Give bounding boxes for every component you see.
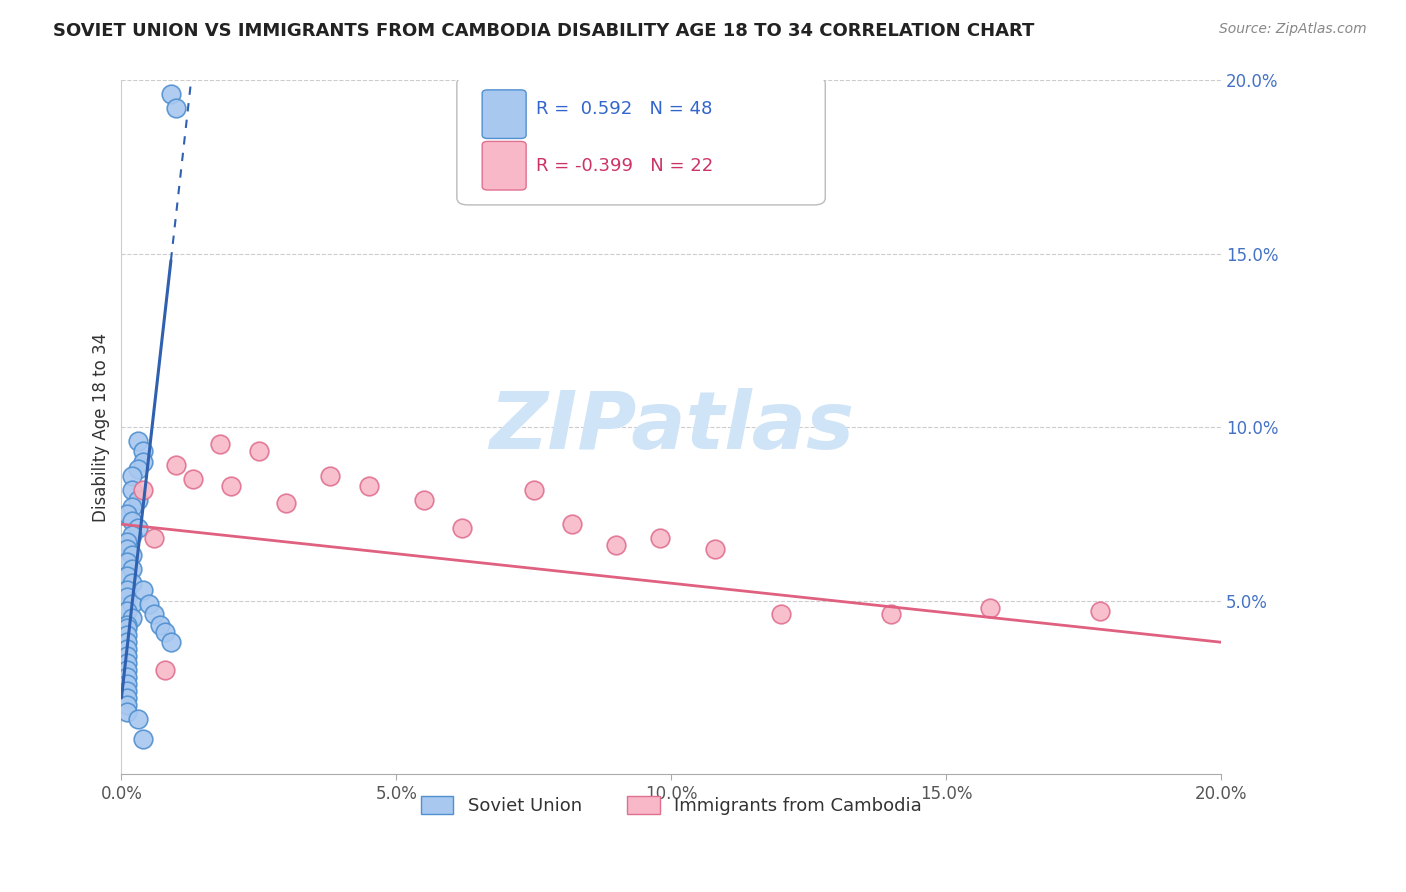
Point — [121, 611, 143, 625]
Point — [115, 677, 138, 691]
Point — [121, 514, 143, 528]
Point — [115, 583, 138, 598]
Y-axis label: Disability Age 18 to 34: Disability Age 18 to 34 — [93, 333, 110, 522]
Point — [880, 607, 903, 622]
Point — [115, 635, 138, 649]
Point — [650, 531, 672, 545]
Point — [132, 732, 155, 747]
Point — [160, 87, 183, 101]
Point — [115, 569, 138, 583]
Point — [121, 468, 143, 483]
Point — [319, 468, 342, 483]
Point — [115, 642, 138, 657]
Point — [132, 483, 155, 497]
Point — [127, 461, 149, 475]
Point — [221, 479, 243, 493]
Point — [1088, 604, 1111, 618]
Point — [127, 712, 149, 726]
Text: R =  0.592   N = 48: R = 0.592 N = 48 — [536, 100, 713, 118]
Point — [115, 698, 138, 712]
Point — [132, 444, 155, 458]
FancyBboxPatch shape — [482, 90, 526, 138]
Point — [412, 492, 434, 507]
Point — [115, 618, 138, 632]
Point — [165, 101, 187, 115]
Text: R = -0.399   N = 22: R = -0.399 N = 22 — [536, 157, 713, 175]
Point — [121, 576, 143, 591]
Point — [115, 541, 138, 556]
Point — [704, 541, 727, 556]
Point — [121, 500, 143, 514]
Point — [127, 521, 149, 535]
Point — [160, 635, 183, 649]
Text: SOVIET UNION VS IMMIGRANTS FROM CAMBODIA DISABILITY AGE 18 TO 34 CORRELATION CHA: SOVIET UNION VS IMMIGRANTS FROM CAMBODIA… — [53, 22, 1035, 40]
Point — [155, 663, 177, 677]
Point — [143, 531, 166, 545]
Point — [155, 624, 177, 639]
Point — [121, 597, 143, 611]
Point — [115, 628, 138, 642]
Text: ZIPatlas: ZIPatlas — [489, 388, 853, 466]
Point — [121, 549, 143, 563]
Point — [115, 556, 138, 570]
Point — [115, 649, 138, 664]
Point — [276, 496, 298, 510]
Point — [138, 597, 160, 611]
Point — [523, 483, 546, 497]
Point — [115, 705, 138, 719]
Point — [115, 656, 138, 670]
Point — [115, 690, 138, 705]
Point — [115, 604, 138, 618]
Point — [115, 663, 138, 677]
Text: Source: ZipAtlas.com: Source: ZipAtlas.com — [1219, 22, 1367, 37]
Point — [770, 607, 793, 622]
Point — [115, 534, 138, 549]
Point — [247, 444, 270, 458]
Point — [127, 434, 149, 448]
Point — [979, 600, 1001, 615]
Point — [143, 607, 166, 622]
Point — [181, 472, 204, 486]
Point — [127, 492, 149, 507]
Point — [165, 458, 187, 473]
Point — [115, 507, 138, 521]
Point — [605, 538, 627, 552]
FancyBboxPatch shape — [482, 142, 526, 190]
Point — [121, 483, 143, 497]
FancyBboxPatch shape — [457, 77, 825, 205]
Legend: Soviet Union, Immigrants from Cambodia: Soviet Union, Immigrants from Cambodia — [412, 787, 931, 824]
Point — [132, 455, 155, 469]
Point — [121, 527, 143, 541]
Point — [561, 517, 583, 532]
Point — [357, 479, 380, 493]
Point — [115, 590, 138, 604]
Point — [149, 618, 172, 632]
Point — [115, 621, 138, 635]
Point — [115, 683, 138, 698]
Point — [115, 670, 138, 684]
Point — [209, 437, 232, 451]
Point — [132, 583, 155, 598]
Point — [121, 562, 143, 576]
Point — [451, 521, 474, 535]
